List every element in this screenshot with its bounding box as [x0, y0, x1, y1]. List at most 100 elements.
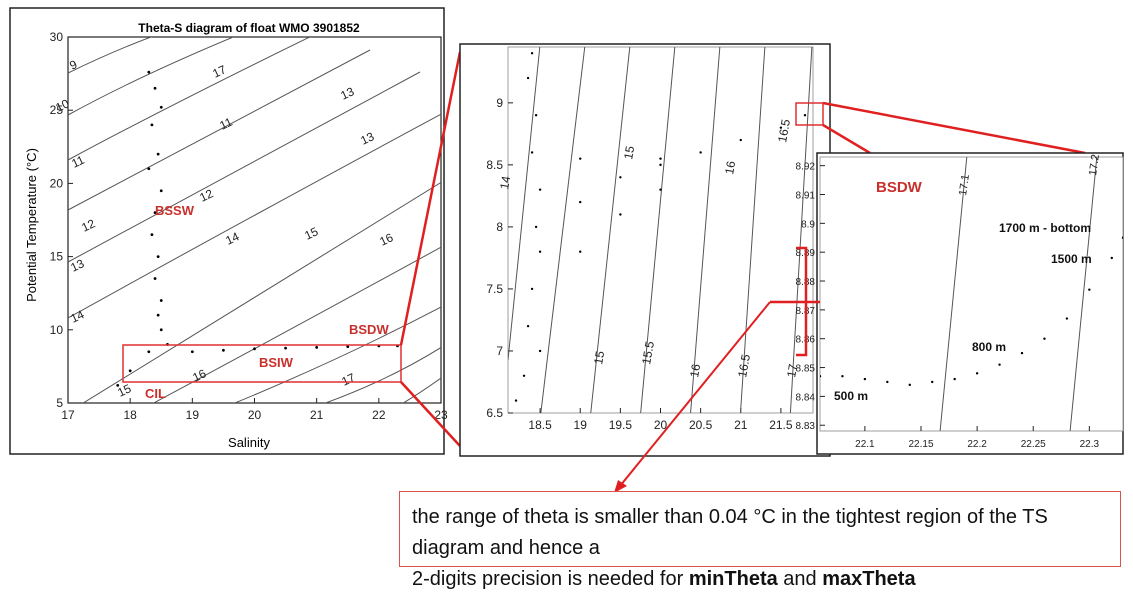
x-tick-label: 22.1 [855, 439, 875, 450]
data-point [579, 200, 582, 204]
zoom-box-b [795, 102, 824, 126]
data-point [699, 151, 702, 154]
data-point [931, 380, 934, 384]
panel-b-isoline-labels: 14 15 15.5 16 16.5 17 15 16 16.5 [497, 118, 800, 379]
data-point [514, 399, 518, 402]
y-tick-label: 6.5 [486, 406, 503, 420]
depth-label-500: 500 m [834, 389, 868, 403]
panel-b-axes [507, 46, 814, 414]
data-point [1043, 337, 1046, 340]
y-tick-label: 9 [496, 96, 503, 110]
isopycnal-line [402, 377, 441, 403]
isoline-label: 13 [68, 256, 86, 274]
data-point [659, 157, 662, 160]
depth-label-800: 800 m [972, 340, 1006, 354]
y-tick-label: 8.83 [796, 421, 816, 432]
data-point [530, 151, 534, 154]
panel-a-xlabel: Salinity [228, 435, 270, 450]
data-point [190, 350, 194, 354]
x-tick-label: 20.5 [689, 418, 713, 432]
isopycnal-line [68, 37, 311, 161]
x-tick-label: 21.5 [769, 418, 793, 432]
y-tick-label: 7.5 [486, 282, 503, 296]
main-ts-diagram: Theta-S diagram of float WMO 3901852 Sal… [9, 7, 448, 455]
data-point [863, 377, 867, 381]
data-point [284, 346, 287, 350]
data-point [579, 157, 582, 160]
zoom-panel-b: 18.5 19 19.5 20 20.5 21 21.5 6.5 7 7.5 8 8.5 9 14 15… [459, 43, 831, 457]
isopycnal-line [690, 47, 721, 413]
isopycnal-line [68, 37, 235, 116]
data-point [222, 348, 225, 352]
isoline-label: 16 [687, 363, 703, 379]
y-tick-label: 7 [496, 344, 503, 358]
data-point [534, 225, 538, 229]
data-point [156, 313, 160, 317]
x-tick-label: 22 [372, 408, 386, 422]
depth-label-1500: 1500 m [1051, 252, 1092, 266]
isoline-label: 16 [377, 230, 395, 248]
isoline-label: 16 [190, 366, 208, 384]
isopycnal-line [508, 47, 541, 361]
data-point [522, 374, 526, 377]
panel-a-ylabel: Potential Temperature (°C) [24, 148, 39, 302]
x-tick-label: 22.15 [908, 439, 933, 450]
y-tick-label: 5 [56, 396, 63, 410]
data-point [998, 363, 1001, 366]
y-tick-label: 8.92 [796, 162, 816, 173]
panel-b-scatter [514, 52, 807, 402]
data-point [534, 114, 538, 117]
isopycnal-line [540, 47, 586, 413]
depth-label-1700: 1700 m - bottom [999, 221, 1091, 235]
y-tick-label: 8.85 [796, 364, 816, 375]
caption-line-2-mid: and [777, 568, 823, 590]
panel-b-ticks: 18.5 19 19.5 20 20.5 21 21.5 6.5 7 7.5 8 8.5 9 [486, 96, 793, 432]
data-point [803, 114, 807, 117]
data-point [156, 152, 160, 156]
data-point [150, 123, 154, 127]
isoline-label: 16.5 [735, 353, 753, 379]
data-point [619, 176, 622, 179]
data-point [253, 347, 256, 351]
data-point [1020, 351, 1024, 355]
panel-a-axes [67, 36, 442, 404]
data-point [153, 277, 157, 280]
caption-line-1: the range of theta is smaller than 0.04 … [412, 506, 1048, 559]
data-point [1121, 236, 1123, 239]
data-point [159, 299, 163, 302]
y-tick-label: 8.91 [796, 190, 816, 201]
y-tick-label: 8.84 [796, 392, 816, 403]
isoline-label: 14 [68, 307, 86, 325]
data-point [886, 380, 889, 384]
data-point [1110, 256, 1113, 260]
isoline-label: 17.1 [957, 174, 972, 197]
panel-c-depth-labels: 1700 m - bottom 1500 m 800 m 500 m [834, 221, 1092, 403]
panel-b-isopycnals [508, 47, 813, 413]
data-point [147, 70, 151, 74]
isoline-label: 11 [217, 115, 235, 133]
x-tick-label: 17 [61, 408, 75, 422]
data-point [530, 287, 534, 291]
x-tick-label: 22.2 [967, 439, 987, 450]
data-point [159, 105, 163, 109]
isopycnal-line [68, 113, 441, 319]
data-point [579, 250, 582, 253]
bsdw-zoom-label: BSDW [876, 179, 923, 196]
x-tick-label: 21 [734, 418, 748, 432]
data-point [526, 76, 530, 80]
y-tick-label: 20 [50, 176, 64, 190]
isoline-label: 15 [302, 224, 320, 242]
zoom-connector-bc-1 [822, 123, 871, 155]
data-point [1065, 317, 1069, 320]
data-point [841, 375, 844, 378]
zoom-connector-top [399, 51, 462, 346]
data-point [739, 138, 742, 142]
caption-arrow-head [614, 480, 627, 493]
caption-bold-mintheta: minTheta [688, 568, 778, 590]
x-tick-label: 21 [310, 408, 324, 422]
isoline-label: 17.2 [1087, 154, 1102, 177]
data-point [153, 211, 157, 215]
data-point [538, 349, 542, 353]
isopycnal-line [324, 346, 441, 403]
isoline-label: 15.5 [639, 340, 657, 366]
